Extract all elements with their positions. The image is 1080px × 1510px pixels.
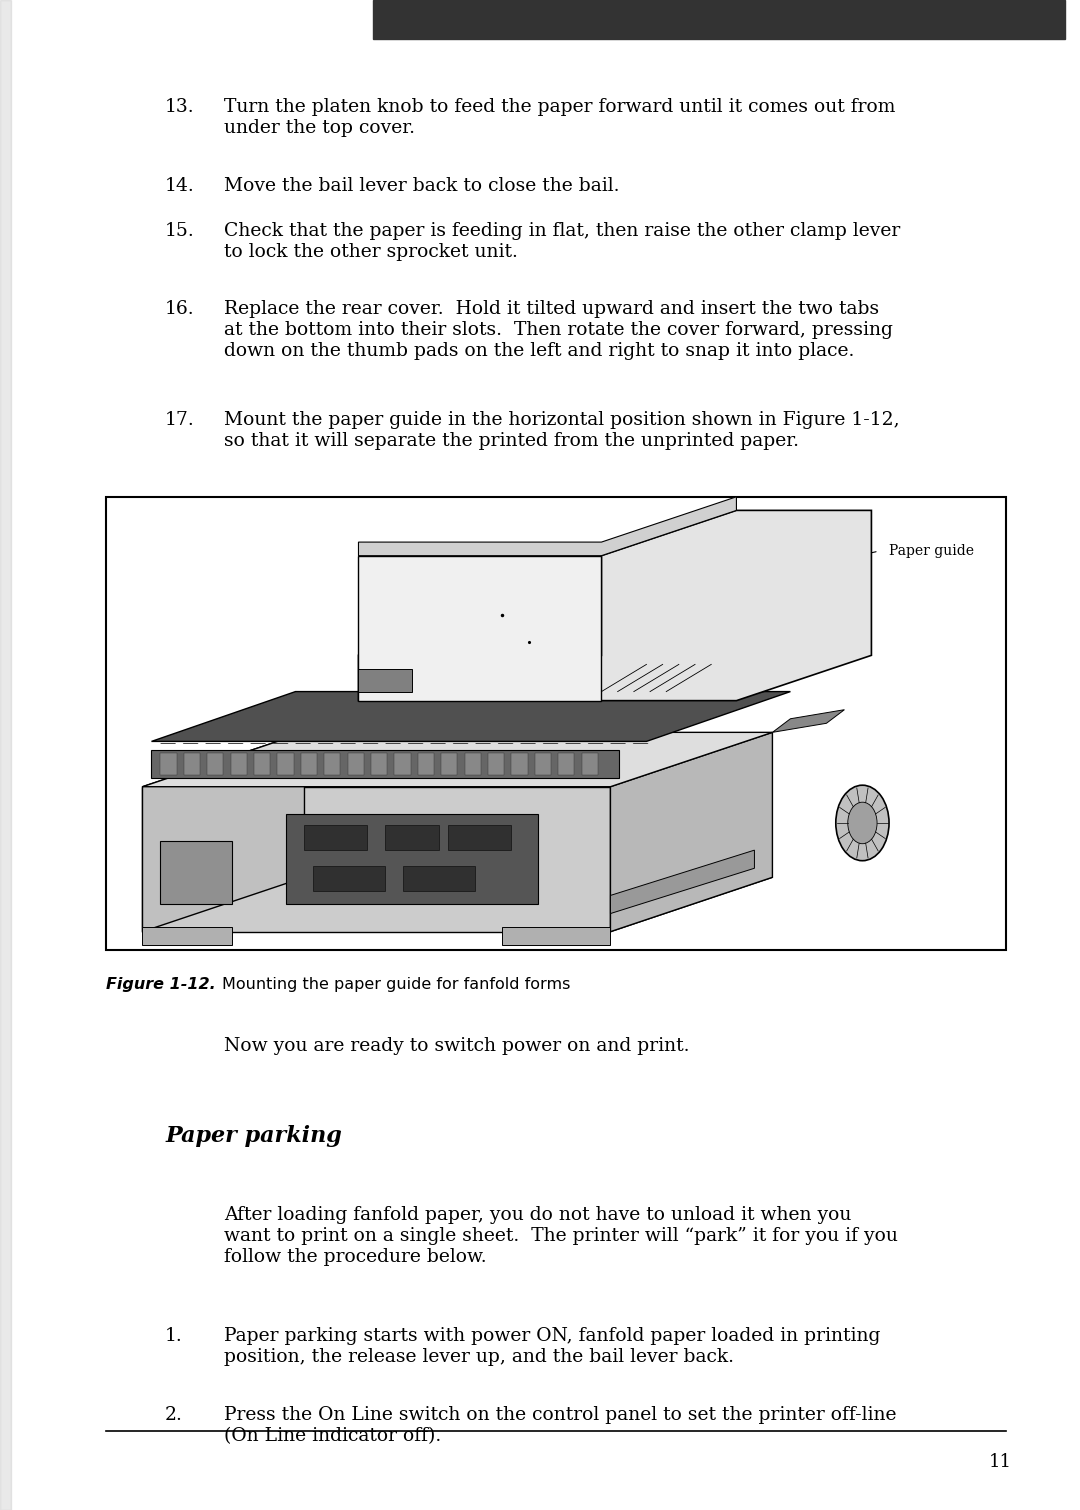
Polygon shape xyxy=(348,753,364,776)
Polygon shape xyxy=(313,867,386,891)
Text: Now you are ready to switch power on and print.: Now you are ready to switch power on and… xyxy=(224,1037,689,1055)
Text: 16.: 16. xyxy=(165,300,194,319)
Polygon shape xyxy=(488,753,504,776)
Polygon shape xyxy=(143,927,232,945)
Text: Paper parking starts with power ON, fanfold paper loaded in printing
position, t: Paper parking starts with power ON, fanf… xyxy=(224,1327,880,1367)
Polygon shape xyxy=(278,753,294,776)
Text: Check that the paper is feeding in flat, then raise the other clamp lever
to loc: Check that the paper is feeding in flat,… xyxy=(224,222,900,261)
Bar xyxy=(0,0,11,1510)
Bar xyxy=(373,0,1065,39)
Text: Figure 1-12.: Figure 1-12. xyxy=(107,977,216,992)
Polygon shape xyxy=(464,753,481,776)
Polygon shape xyxy=(582,753,598,776)
Polygon shape xyxy=(558,753,575,776)
Text: 2.: 2. xyxy=(165,1406,183,1424)
Polygon shape xyxy=(161,841,232,904)
Polygon shape xyxy=(143,877,772,932)
Text: Paper parking: Paper parking xyxy=(165,1125,342,1148)
Text: After loading fanfold paper, you do not have to unload it when you
want to print: After loading fanfold paper, you do not … xyxy=(224,1206,897,1265)
Text: 1.: 1. xyxy=(165,1327,183,1345)
Text: Replace the rear cover.  Hold it tilted upward and insert the two tabs
at the bo: Replace the rear cover. Hold it tilted u… xyxy=(224,300,892,359)
Polygon shape xyxy=(359,556,602,701)
Polygon shape xyxy=(301,753,318,776)
Bar xyxy=(107,497,1007,950)
Polygon shape xyxy=(151,692,791,741)
Text: Move the bail lever back to close the bail.: Move the bail lever back to close the ba… xyxy=(224,177,619,195)
Polygon shape xyxy=(502,927,610,945)
Polygon shape xyxy=(305,824,367,850)
Polygon shape xyxy=(610,850,755,914)
Polygon shape xyxy=(143,732,772,787)
Polygon shape xyxy=(404,867,475,891)
Polygon shape xyxy=(151,750,620,778)
Text: Turn the platen knob to feed the paper forward until it comes out from
under the: Turn the platen knob to feed the paper f… xyxy=(224,98,895,137)
Text: Press the On Line switch on the control panel to set the printer off-line
(On Li: Press the On Line switch on the control … xyxy=(224,1406,896,1445)
Polygon shape xyxy=(372,753,388,776)
Polygon shape xyxy=(359,497,737,556)
Polygon shape xyxy=(512,753,528,776)
Circle shape xyxy=(836,785,889,861)
Polygon shape xyxy=(442,753,458,776)
Polygon shape xyxy=(418,753,434,776)
Text: 15.: 15. xyxy=(165,222,194,240)
Polygon shape xyxy=(448,824,512,850)
Polygon shape xyxy=(286,814,539,904)
Polygon shape xyxy=(535,753,551,776)
Polygon shape xyxy=(324,753,340,776)
Polygon shape xyxy=(161,753,177,776)
Text: 13.: 13. xyxy=(165,98,194,116)
Polygon shape xyxy=(184,753,200,776)
Polygon shape xyxy=(377,692,593,705)
Polygon shape xyxy=(394,753,410,776)
Text: Paper guide: Paper guide xyxy=(890,544,974,559)
Polygon shape xyxy=(207,753,224,776)
Polygon shape xyxy=(772,710,845,732)
Text: 11: 11 xyxy=(988,1453,1012,1471)
Text: 14.: 14. xyxy=(165,177,194,195)
Polygon shape xyxy=(254,753,270,776)
Circle shape xyxy=(848,802,877,844)
Polygon shape xyxy=(386,824,440,850)
Polygon shape xyxy=(143,732,305,932)
Text: Mounting the paper guide for fanfold forms: Mounting the paper guide for fanfold for… xyxy=(221,977,570,992)
Text: 17.: 17. xyxy=(165,411,194,429)
Polygon shape xyxy=(359,669,413,692)
Polygon shape xyxy=(143,787,610,932)
Polygon shape xyxy=(610,732,772,932)
Text: Mount the paper guide in the horizontal position shown in Figure 1-12,
so that i: Mount the paper guide in the horizontal … xyxy=(224,411,900,450)
Polygon shape xyxy=(231,753,247,776)
Polygon shape xyxy=(359,510,872,701)
